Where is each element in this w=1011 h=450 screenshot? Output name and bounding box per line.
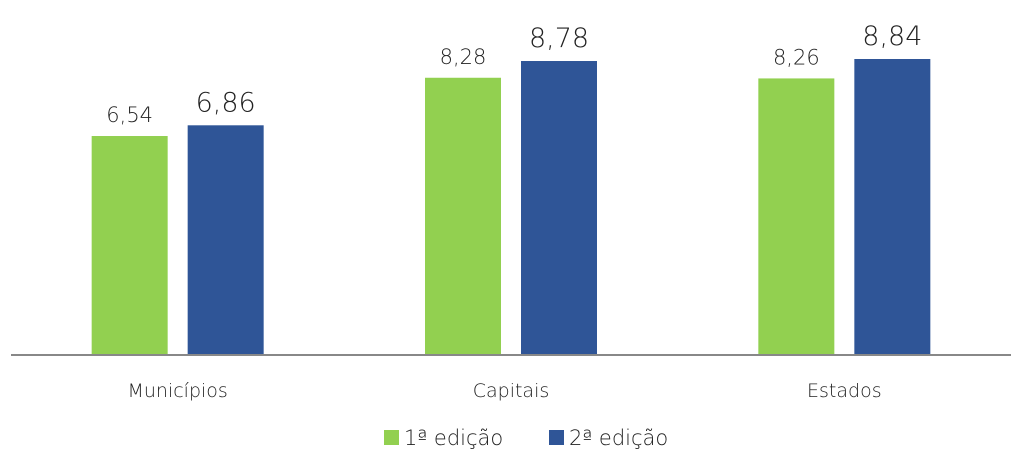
bar xyxy=(521,61,597,356)
bar xyxy=(425,77,501,355)
bar xyxy=(187,125,264,355)
data-label: 6,54 xyxy=(106,103,153,127)
legend-swatch xyxy=(384,430,399,445)
bar xyxy=(91,136,168,355)
legend-label: 1ª edição xyxy=(404,426,503,450)
x-tick-label: Capitais xyxy=(473,380,550,402)
x-tick-label: Municípios xyxy=(127,380,227,402)
x-tick-label: Estados xyxy=(807,380,882,402)
data-label: 8,28 xyxy=(440,45,487,69)
bar xyxy=(758,78,835,356)
legend-swatch xyxy=(549,430,564,445)
data-label: 8,26 xyxy=(773,45,820,69)
data-label: 8,78 xyxy=(529,23,589,54)
data-label: 8,84 xyxy=(862,21,922,52)
bar xyxy=(854,59,931,355)
data-label: 6,86 xyxy=(196,87,256,118)
legend-label: 2ª edição xyxy=(569,426,668,450)
